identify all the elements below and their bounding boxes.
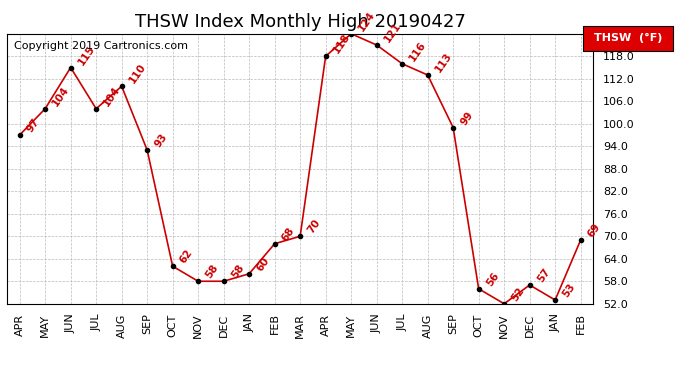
Text: 56: 56 <box>484 270 501 288</box>
Text: 52: 52 <box>510 285 526 303</box>
Text: 97: 97 <box>26 117 41 134</box>
Text: THSW  (°F): THSW (°F) <box>593 33 662 44</box>
Text: 60: 60 <box>255 255 271 273</box>
Text: Copyright 2019 Cartronics.com: Copyright 2019 Cartronics.com <box>14 41 188 51</box>
Text: 104: 104 <box>101 84 122 108</box>
Text: 118: 118 <box>331 32 352 56</box>
Text: 68: 68 <box>280 225 297 243</box>
Title: THSW Index Monthly High 20190427: THSW Index Monthly High 20190427 <box>135 13 466 31</box>
Text: 116: 116 <box>408 39 428 63</box>
Text: 104: 104 <box>50 84 72 108</box>
Text: 58: 58 <box>204 263 220 280</box>
Text: 110: 110 <box>127 62 148 86</box>
Text: 53: 53 <box>561 282 578 299</box>
Text: 113: 113 <box>433 51 454 74</box>
Text: 99: 99 <box>459 110 475 127</box>
Text: 93: 93 <box>152 132 169 149</box>
Text: 57: 57 <box>535 267 552 284</box>
Text: 69: 69 <box>586 222 602 239</box>
Text: 121: 121 <box>382 21 403 44</box>
Text: 124: 124 <box>357 9 377 33</box>
Text: 58: 58 <box>229 263 246 280</box>
Text: 62: 62 <box>178 248 195 266</box>
Text: 115: 115 <box>76 43 97 67</box>
Text: 70: 70 <box>306 218 322 236</box>
